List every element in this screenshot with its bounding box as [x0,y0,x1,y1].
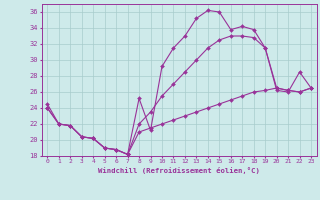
X-axis label: Windchill (Refroidissement éolien,°C): Windchill (Refroidissement éolien,°C) [98,167,260,174]
